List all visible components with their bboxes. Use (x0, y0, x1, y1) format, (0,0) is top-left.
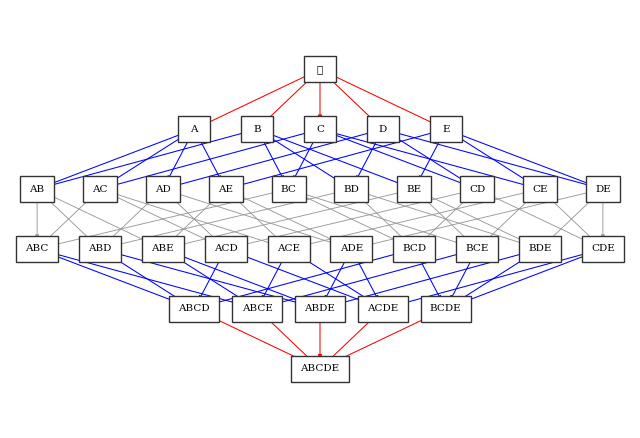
FancyBboxPatch shape (291, 356, 349, 381)
FancyBboxPatch shape (170, 296, 220, 322)
FancyBboxPatch shape (209, 176, 243, 202)
FancyBboxPatch shape (295, 296, 345, 322)
FancyBboxPatch shape (420, 296, 470, 322)
Text: E: E (442, 125, 449, 134)
FancyBboxPatch shape (241, 116, 273, 142)
Text: ACD: ACD (214, 244, 237, 254)
FancyBboxPatch shape (268, 236, 310, 262)
Text: AC: AC (92, 184, 108, 194)
FancyBboxPatch shape (582, 236, 624, 262)
FancyBboxPatch shape (79, 236, 121, 262)
FancyBboxPatch shape (358, 296, 408, 322)
FancyBboxPatch shape (394, 236, 435, 262)
Text: D: D (379, 125, 387, 134)
Text: ABC: ABC (26, 244, 49, 254)
Text: BD: BD (344, 184, 360, 194)
FancyBboxPatch shape (397, 176, 431, 202)
Text: BDE: BDE (529, 244, 552, 254)
Text: BE: BE (407, 184, 422, 194)
FancyBboxPatch shape (456, 236, 498, 262)
Text: AB: AB (29, 184, 45, 194)
Text: ABCD: ABCD (179, 304, 210, 313)
FancyBboxPatch shape (179, 116, 210, 142)
FancyBboxPatch shape (460, 176, 494, 202)
Text: CDE: CDE (591, 244, 615, 254)
Text: ACE: ACE (277, 244, 300, 254)
Text: A: A (191, 125, 198, 134)
FancyBboxPatch shape (586, 176, 620, 202)
Text: BCD: BCD (402, 244, 426, 254)
FancyBboxPatch shape (335, 176, 369, 202)
FancyBboxPatch shape (519, 236, 561, 262)
Text: ABD: ABD (88, 244, 111, 254)
Text: AD: AD (155, 184, 171, 194)
Text: ADE: ADE (340, 244, 363, 254)
Text: BCE: BCE (465, 244, 489, 254)
Text: AE: AE (218, 184, 233, 194)
Text: C: C (316, 125, 324, 134)
Text: ACDE: ACDE (367, 304, 399, 313)
FancyBboxPatch shape (523, 176, 557, 202)
FancyBboxPatch shape (232, 296, 282, 322)
FancyBboxPatch shape (20, 176, 54, 202)
FancyBboxPatch shape (367, 116, 399, 142)
Text: B: B (253, 125, 261, 134)
Text: ABCE: ABCE (242, 304, 273, 313)
FancyBboxPatch shape (146, 176, 180, 202)
FancyBboxPatch shape (430, 116, 461, 142)
Text: ABDE: ABDE (305, 304, 335, 313)
FancyBboxPatch shape (304, 116, 336, 142)
FancyBboxPatch shape (142, 236, 184, 262)
Text: BCDE: BCDE (430, 304, 461, 313)
Text: CE: CE (532, 184, 548, 194)
Text: DE: DE (595, 184, 611, 194)
FancyBboxPatch shape (304, 57, 336, 82)
Text: ∅: ∅ (317, 65, 323, 74)
FancyBboxPatch shape (205, 236, 246, 262)
Text: ABE: ABE (152, 244, 174, 254)
Text: CD: CD (469, 184, 485, 194)
Text: BC: BC (280, 184, 296, 194)
FancyBboxPatch shape (271, 176, 305, 202)
Text: ABCDE: ABCDE (300, 364, 340, 373)
FancyBboxPatch shape (330, 236, 372, 262)
FancyBboxPatch shape (83, 176, 117, 202)
FancyBboxPatch shape (16, 236, 58, 262)
